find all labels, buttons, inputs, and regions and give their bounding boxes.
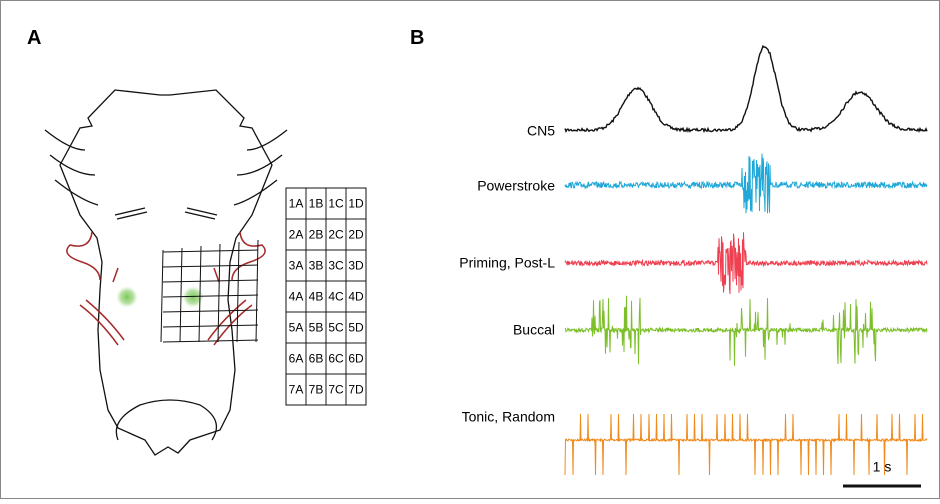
site-table: 1A 1B 1C 1D 2A 2B 2C 2D 3A 3B 3C 3D 4A 4B 4C 4D 5A 5B 5C 5D… bbox=[286, 188, 366, 405]
cell-label: 7D bbox=[348, 383, 364, 397]
cell-label: 3D bbox=[348, 259, 364, 273]
cell-label: 1B bbox=[309, 197, 324, 211]
trace-label: Priming, Post-L bbox=[459, 255, 555, 271]
cell-label: 7B bbox=[309, 383, 324, 397]
scale-label: 1 s bbox=[873, 459, 892, 475]
cell-label: 3C bbox=[328, 259, 344, 273]
cell-label: 7A bbox=[289, 383, 304, 397]
cell-label: 5D bbox=[348, 321, 364, 335]
cell-label: 1D bbox=[348, 197, 364, 211]
cell-label: 2C bbox=[328, 228, 344, 242]
cell-label: 3B bbox=[309, 259, 324, 273]
cell-label: 6C bbox=[328, 352, 344, 366]
cell-label: 6B bbox=[309, 352, 324, 366]
cell-label: 7C bbox=[328, 383, 344, 397]
trace-label: Tonic, Random bbox=[462, 409, 555, 425]
cell-label: 4C bbox=[328, 290, 344, 304]
cell-label: 4D bbox=[348, 290, 364, 304]
cell-label: 4B bbox=[309, 290, 324, 304]
panel-label: A bbox=[27, 27, 41, 49]
trace-label: CN5 bbox=[527, 123, 555, 139]
panel-label: B bbox=[410, 27, 424, 49]
stim-site bbox=[116, 286, 138, 308]
cell-label: 2A bbox=[289, 228, 304, 242]
cell-label: 5C bbox=[328, 321, 344, 335]
cell-label: 4A bbox=[289, 290, 304, 304]
cell-label: 6D bbox=[348, 352, 364, 366]
cell-label: 2B bbox=[309, 228, 324, 242]
cell-label: 2D bbox=[348, 228, 364, 242]
trace-label: Powerstroke bbox=[477, 178, 555, 194]
cell-label: 1A bbox=[289, 197, 304, 211]
trace-label: Buccal bbox=[513, 322, 555, 338]
cell-label: 3A bbox=[289, 259, 304, 273]
cell-label: 1C bbox=[328, 197, 344, 211]
cell-label: 5B bbox=[309, 321, 324, 335]
cell-label: 5A bbox=[289, 321, 304, 335]
cell-label: 6A bbox=[289, 352, 304, 366]
figure: A B 1A 1B 1C 1D 2A 2B 2C 2D 3A 3B 3C 3D 4A 4B 4C 4D 5A 5B… bbox=[0, 0, 940, 499]
